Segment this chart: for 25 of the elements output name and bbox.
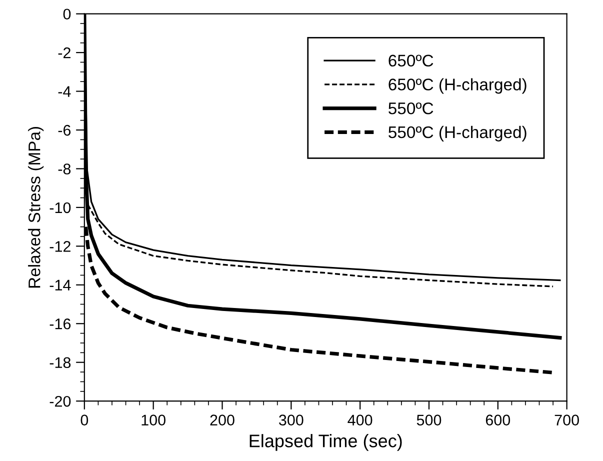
x-tick-label: 400: [348, 414, 372, 426]
y-tick-label: -8: [58, 164, 71, 174]
x-tick-label: 300: [279, 414, 304, 426]
y-tick-label: -14: [50, 280, 71, 290]
x-tick-label: 100: [142, 414, 166, 426]
x-axis-title: Elapsed Time (sec): [250, 434, 402, 451]
y-tick-label: -4: [58, 86, 71, 97]
y-tick-label: -10: [50, 202, 71, 214]
x-tick-label: 0: [80, 414, 88, 426]
x-tick-label: 500: [416, 414, 442, 426]
x-tick-label: 700: [554, 414, 579, 426]
y-tick-label: -20: [50, 396, 71, 407]
legend-label: 550ºC: [388, 102, 434, 114]
y-tick-label: -18: [50, 357, 71, 368]
legend-label: 550ºC (H-charged): [388, 126, 526, 142]
y-tick-label: -2: [58, 47, 70, 58]
legend-label: 650ºC (H-charged): [388, 78, 526, 94]
y-tick-label: -16: [50, 318, 71, 330]
y-tick-label: -12: [50, 241, 70, 252]
y-tick-label: 0: [63, 8, 71, 20]
y-axis-title: Relaxed Stress (MPa): [28, 126, 44, 288]
y-tick-label: -6: [58, 124, 71, 136]
x-tick-label: 600: [486, 414, 510, 426]
x-tick-label: 200: [210, 414, 234, 426]
legend-label: 650ºC: [388, 54, 434, 67]
